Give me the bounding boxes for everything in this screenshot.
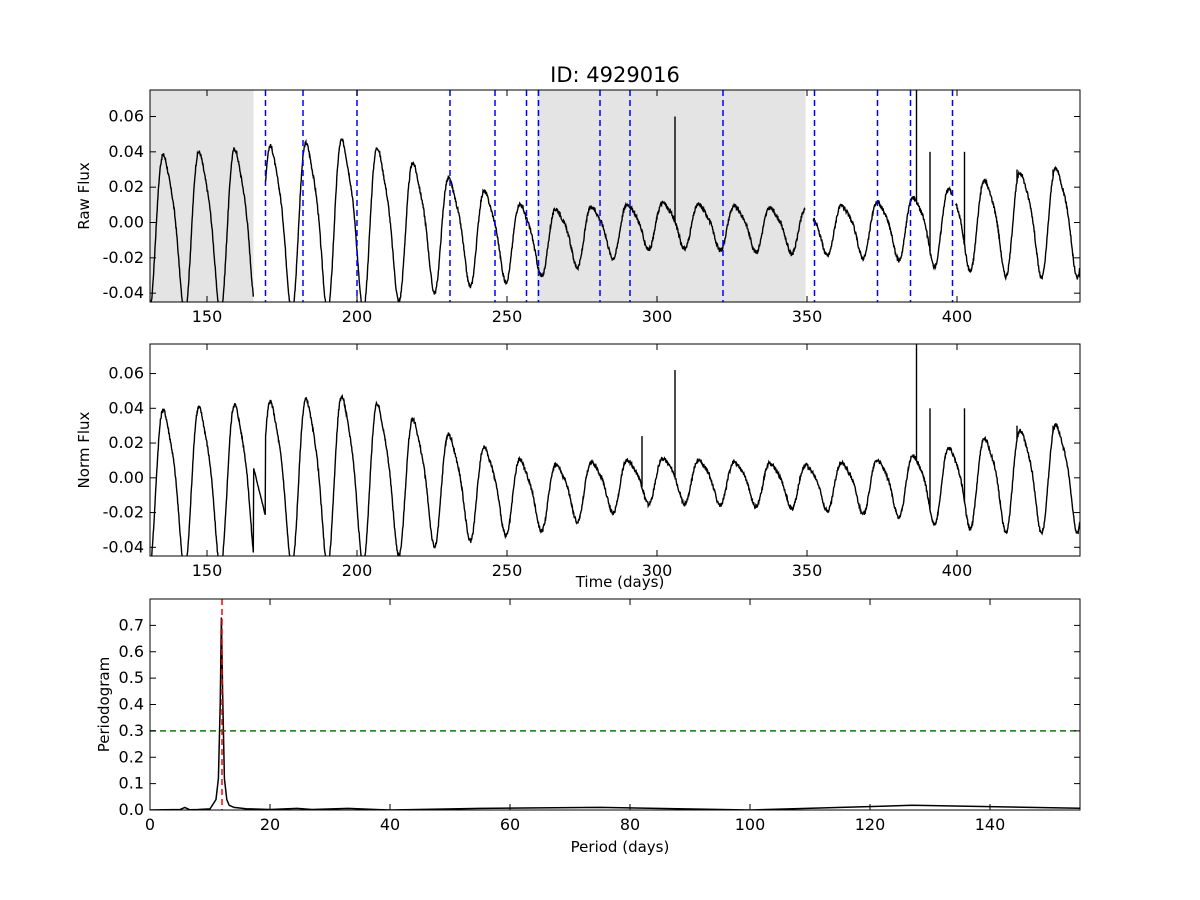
- periodogram-xtick-label: 100: [735, 815, 766, 834]
- raw-flux-ytick-label: 0.02: [108, 177, 144, 196]
- periodogram-xtick-label: 0: [145, 815, 155, 834]
- norm-flux-xtick-label: 350: [792, 561, 823, 580]
- raw-flux-xtick-label: 200: [342, 307, 373, 326]
- norm-flux-xtick-label: 150: [192, 561, 223, 580]
- raw-flux-xtick-label: 250: [492, 307, 523, 326]
- norm-flux-frame: [149, 343, 1081, 557]
- figure-title: ID: 4929016: [550, 63, 680, 87]
- periodogram-series-line: [150, 617, 1080, 810]
- periodogram-xtick-label: 140: [975, 815, 1006, 834]
- norm-flux-ytick-label: -0.02: [103, 503, 144, 522]
- norm-flux-ytick-label: -0.04: [103, 537, 144, 556]
- norm-flux-xtick-label: 250: [492, 561, 523, 580]
- periodogram-ytick-label: 0.2: [119, 747, 144, 766]
- norm-flux-xtick-label: 400: [942, 561, 973, 580]
- periodogram-panel: 0 20 40 60 80 100 120 140 0.0 0.1 0.2 0.3 0.4 0.5 0.6 0…: [95, 598, 1081, 856]
- raw-flux-frame: [149, 89, 1081, 303]
- periodogram-xtick-label: 120: [855, 815, 886, 834]
- norm-flux-ytick-label: 0.02: [108, 433, 144, 452]
- raw-flux-panel: 150 200 250 300 350 400 -0.04 -0.02 0.00 0.02 0.04…: [75, 89, 1081, 326]
- periodogram-ylabel: Periodogram: [95, 657, 113, 752]
- raw-flux-grey-band-1: [537, 90, 806, 302]
- norm-flux-panel: 150 200 250 300 350 400 -0.04 -0.02 0.00 0.02 0.04…: [75, 343, 1081, 591]
- norm-flux-series-segment-0: [150, 394, 1080, 556]
- raw-flux-xtick-label: 350: [792, 307, 823, 326]
- periodogram-xtick-label: 80: [620, 815, 640, 834]
- raw-flux-ylabel: Raw Flux: [75, 162, 93, 230]
- norm-flux-xtick-label: 200: [342, 561, 373, 580]
- periodogram-ytick-label: 0.7: [119, 615, 144, 634]
- raw-flux-ytick-label: 0.00: [108, 213, 144, 232]
- norm-flux-ytick-label: 0.00: [108, 468, 144, 487]
- raw-flux-grey-band-0: [150, 90, 254, 302]
- periodogram-xtick-label: 60: [500, 815, 520, 834]
- raw-flux-ytick-label: -0.04: [103, 283, 144, 302]
- raw-flux-xtick-label: 150: [192, 307, 223, 326]
- norm-flux-xtick-label: 300: [642, 561, 673, 580]
- raw-flux-series-segment-1: [264, 138, 806, 302]
- periodogram-ytick-label: 0.4: [119, 695, 144, 714]
- norm-flux-ylabel: Norm Flux: [75, 411, 93, 488]
- periodogram-xlabel: Period (days): [571, 838, 670, 856]
- periodogram-ytick-label: 0.1: [119, 774, 144, 793]
- raw-flux-xtick-label: 400: [942, 307, 973, 326]
- raw-flux-ytick-label: 0.04: [108, 142, 144, 161]
- raw-flux-ytick-label: 0.06: [108, 107, 144, 126]
- norm-flux-xlabel: Time (days): [575, 573, 665, 591]
- raw-flux-series-segment-0: [150, 147, 254, 302]
- periodogram-ytick-label: 0.6: [119, 642, 144, 661]
- periodogram-ytick-label: 0.3: [119, 721, 144, 740]
- raw-flux-ytick-label: -0.02: [103, 248, 144, 267]
- norm-flux-ytick-label: 0.06: [108, 364, 144, 383]
- periodogram-frame: [149, 598, 1081, 811]
- norm-flux-ytick-label: 0.04: [108, 398, 144, 417]
- periodogram-xtick-label: 20: [260, 815, 280, 834]
- periodogram-ytick-label: 0.0: [119, 800, 144, 819]
- periodogram-xtick-label: 40: [380, 815, 400, 834]
- raw-flux-series-segment-2: [812, 185, 954, 271]
- periodogram-ytick-label: 0.5: [119, 668, 144, 687]
- raw-flux-xtick-label: 300: [642, 307, 673, 326]
- raw-flux-series-segment-3: [955, 165, 1080, 281]
